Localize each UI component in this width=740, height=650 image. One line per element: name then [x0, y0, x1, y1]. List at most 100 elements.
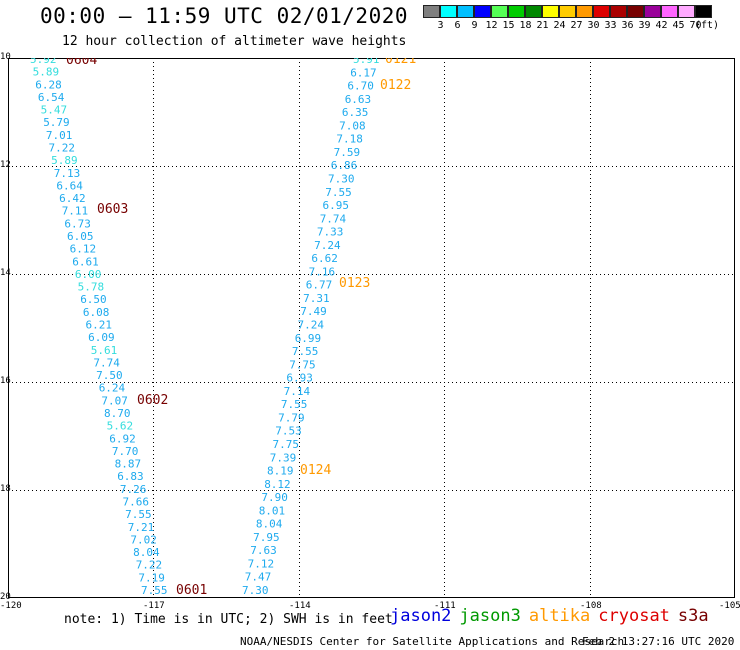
color-scale-swatch [644, 5, 661, 18]
latitude-label: 10 [0, 52, 11, 62]
wave-height-value: 7.30 [242, 584, 269, 597]
wave-height-value: 6.64 [56, 179, 83, 192]
color-scale-swatch [423, 5, 440, 18]
wave-height-value: 7.39 [270, 451, 297, 464]
wave-height-value: 7.18 [336, 133, 363, 146]
wave-height-value: 5.62 [107, 420, 134, 433]
color-scale-label: 27 [570, 20, 583, 31]
wave-height-value: 5.89 [33, 66, 60, 79]
color-scale-swatch [678, 5, 695, 18]
color-scale-label: 21 [536, 20, 549, 31]
latitude-label: 20 [0, 592, 11, 602]
pass-time-label: 0124 [300, 463, 331, 478]
wave-height-value: 6.70 [347, 80, 374, 93]
wave-height-value: 7.13 [54, 167, 81, 180]
wave-height-value: 7.63 [250, 544, 276, 557]
color-scale-label: 39 [638, 20, 651, 31]
wave-height-value: 7.02 [130, 533, 157, 546]
wave-height-value: 7.19 [138, 571, 165, 584]
map-subtitle: 12 hour collection of altimeter wave hei… [62, 34, 407, 49]
wave-height-value: 7.08 [339, 119, 366, 132]
wave-height-value: 6.62 [311, 252, 338, 265]
wave-height-value: 6.93 [286, 372, 313, 385]
wave-height-value: 7.74 [93, 356, 120, 369]
wave-height-value: 7.11 [62, 205, 88, 218]
wave-height-value: 8.19 [267, 465, 294, 478]
color-scale-label: 70 [689, 20, 702, 31]
pass-time-label: 0121 [385, 58, 416, 67]
wave-height-value: 5.47 [41, 104, 68, 117]
wave-height-value: 7.01 [46, 129, 73, 142]
wave-height-value: 6.54 [38, 91, 65, 104]
color-scale-label: 30 [587, 20, 600, 31]
wave-height-value: 8.70 [104, 407, 131, 420]
wave-height-value: 7.30 [328, 173, 355, 186]
wave-height-value: 7.07 [101, 394, 128, 407]
wave-height-value: 8.01 [259, 504, 286, 517]
color-scale-label: 12 [485, 20, 498, 31]
color-scale-label: 9 [471, 20, 478, 31]
wave-height-value: 7.53 [275, 425, 302, 438]
wave-height-value: 6.95 [323, 199, 350, 212]
wave-height-value: 6.73 [64, 217, 91, 230]
wave-height-value: 5.91 [353, 58, 380, 66]
wave-height-value: 6.99 [295, 332, 322, 345]
wave-height-value: 6.12 [70, 243, 97, 256]
color-scale-label: 45 [672, 20, 685, 31]
wave-height-value: 5.89 [51, 154, 78, 167]
wave-height-value: 7.12 [248, 557, 275, 570]
legend-altika: altika [528, 606, 591, 626]
wave-height-value: 7.49 [300, 305, 327, 318]
color-scale-swatch [661, 5, 678, 18]
wave-height-value: 7.55 [125, 508, 152, 521]
color-scale-label: 36 [621, 20, 634, 31]
latitude-label: 18 [0, 484, 11, 494]
pass-time-label: 0603 [97, 202, 128, 217]
wave-height-value: 6.92 [109, 432, 136, 445]
wave-height-value: 7.55 [141, 584, 168, 597]
color-scale-swatch [508, 5, 525, 18]
wave-height-value: 6.09 [88, 331, 115, 344]
wave-height-value: 7.55 [281, 398, 308, 411]
wave-height-value: 6.17 [350, 66, 377, 79]
color-scale-swatch [576, 5, 593, 18]
wave-height-value: 6.28 [35, 78, 62, 91]
wave-height-value: 7.75 [273, 438, 300, 451]
wave-height-value: 5.92 [30, 58, 57, 66]
color-scale-label: 24 [553, 20, 566, 31]
wave-height-value: 6.00 [75, 268, 102, 281]
wave-height-value: 7.33 [317, 226, 344, 239]
pass-time-label: 0122 [380, 78, 411, 93]
color-scale-label: 3 [437, 20, 444, 31]
footer-credit: NOAA/NESDIS Center for Satellite Applica… [240, 635, 625, 648]
color-scale-swatch [440, 5, 457, 18]
wave-height-value: 8.12 [264, 478, 291, 491]
wave-height-value: 7.24 [314, 239, 341, 252]
wave-height-value: 6.63 [345, 93, 372, 106]
wave-height-value: 6.83 [117, 470, 144, 483]
pass-time-label: 0601 [176, 583, 207, 598]
color-scale-label: 6 [454, 20, 461, 31]
units-note: note: 1) Time is in UTC; 2) SWH is in fe… [64, 612, 393, 627]
color-scale-swatch [695, 5, 712, 18]
wave-height-value: 6.61 [72, 255, 99, 268]
color-scale-swatch [525, 5, 542, 18]
wave-height-value: 7.16 [309, 265, 336, 278]
color-scale-swatch [457, 5, 474, 18]
longitude-label: -111 [434, 601, 456, 611]
wave-height-value: 6.50 [80, 293, 107, 306]
wave-height-value: 8.04 [133, 546, 160, 559]
color-scale-label: 42 [655, 20, 668, 31]
satellite-legend: jason2 jason3 altika cryosat s3a [390, 606, 717, 626]
longitude-label: -108 [580, 601, 602, 611]
wave-height-value: 7.50 [96, 369, 123, 382]
pass-time-label: 0602 [137, 393, 168, 408]
wave-height-value: 5.61 [91, 344, 118, 357]
wave-height-value: 7.26 [120, 483, 146, 496]
longitude-label: -117 [143, 601, 165, 611]
legend-cryosat: cryosat [598, 606, 670, 626]
color-scale-label: 18 [519, 20, 532, 31]
color-scale-label: 15 [502, 20, 515, 31]
map-title: 00:00 – 11:59 UTC 02/01/2020 [40, 4, 409, 28]
color-scale-swatch [610, 5, 627, 18]
